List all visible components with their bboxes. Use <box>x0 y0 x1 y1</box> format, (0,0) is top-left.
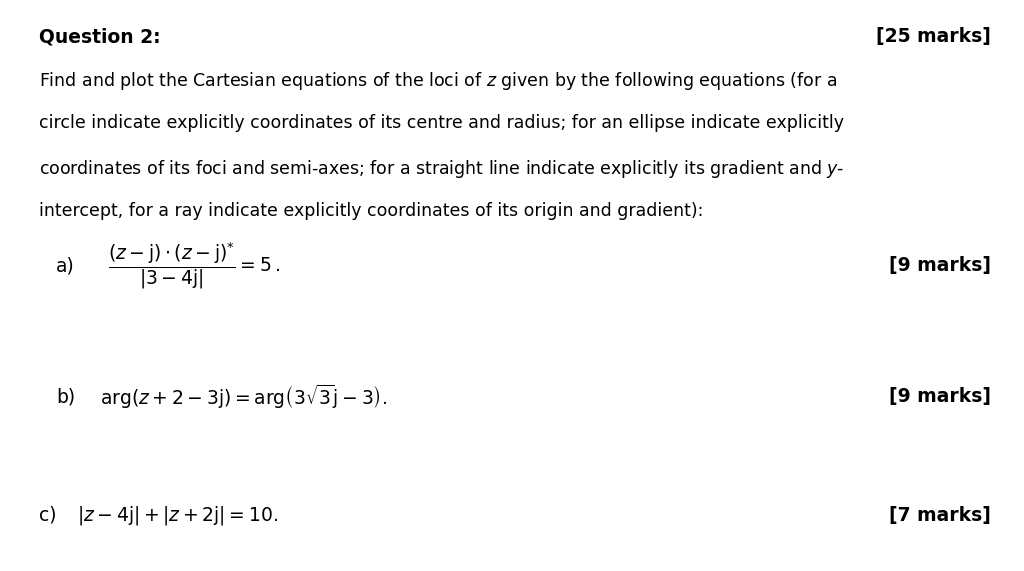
Text: $\mathrm{arg}\left(z+2-3\mathrm{j}\right)=\mathrm{arg}\left(3\sqrt{3}\mathrm{j}-: $\mathrm{arg}\left(z+2-3\mathrm{j}\right… <box>100 383 388 411</box>
Text: b): b) <box>56 387 76 407</box>
Text: [9 marks]: [9 marks] <box>889 387 991 407</box>
Text: Question 2:: Question 2: <box>39 27 161 46</box>
Text: intercept, for a ray indicate explicitly coordinates of its origin and gradient): intercept, for a ray indicate explicitly… <box>39 202 703 220</box>
Text: [9 marks]: [9 marks] <box>889 256 991 275</box>
Text: $|z-4\mathrm{j}|+|z+2\mathrm{j}|=10.$: $|z-4\mathrm{j}|+|z+2\mathrm{j}|=10.$ <box>77 504 278 526</box>
Text: circle indicate explicitly coordinates of its centre and radius; for an ellipse : circle indicate explicitly coordinates o… <box>39 114 844 132</box>
Text: c): c) <box>39 505 56 525</box>
Text: $\dfrac{(z-\mathrm{j})\cdot(z-\mathrm{j})^{*}}{|3-4\mathrm{j}|}=5\,.$: $\dfrac{(z-\mathrm{j})\cdot(z-\mathrm{j}… <box>108 240 280 291</box>
Text: a): a) <box>56 256 75 275</box>
Text: Find and plot the Cartesian equations of the loci of $z$ given by the following : Find and plot the Cartesian equations of… <box>39 70 837 92</box>
Text: coordinates of its foci and semi-axes; for a straight line indicate explicitly i: coordinates of its foci and semi-axes; f… <box>39 158 844 180</box>
Text: [25 marks]: [25 marks] <box>877 27 991 46</box>
Text: [7 marks]: [7 marks] <box>890 505 991 525</box>
